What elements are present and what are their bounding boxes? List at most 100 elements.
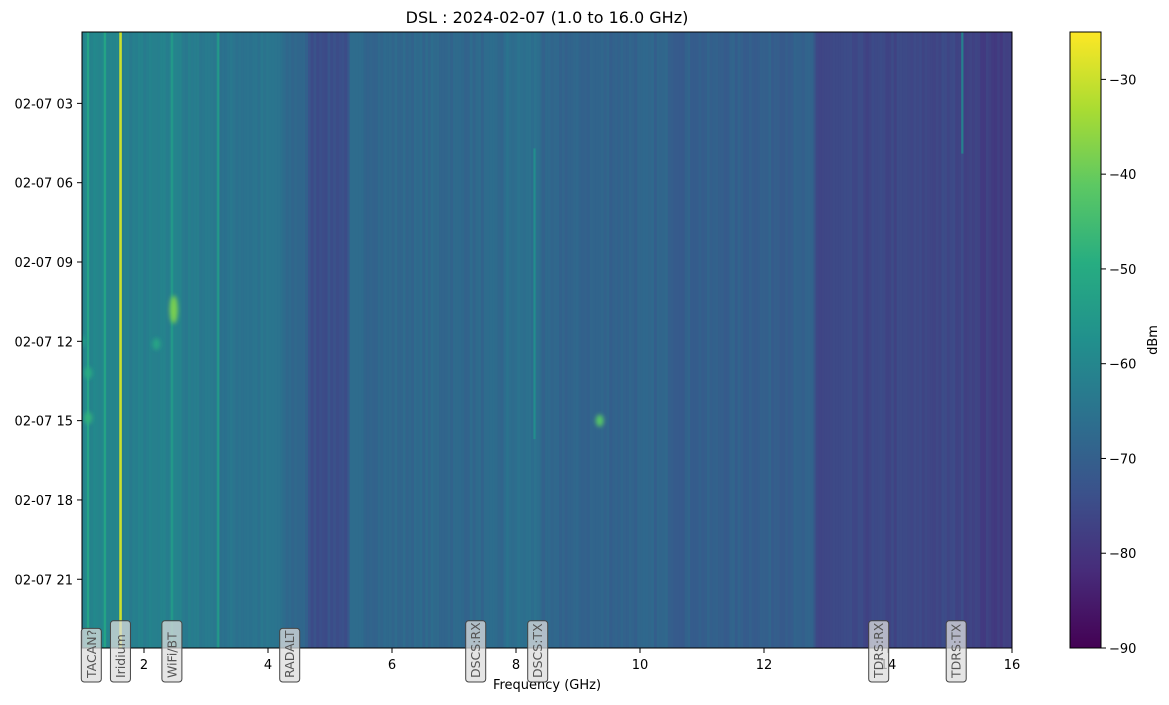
colorbar-tick-label: −70 — [1109, 452, 1136, 467]
texture-stripe — [966, 32, 970, 648]
x-tick-label: 10 — [632, 658, 649, 673]
texture-stripe — [821, 32, 825, 648]
texture-stripe — [285, 32, 289, 648]
texture-stripe — [659, 32, 663, 648]
texture-stripe — [704, 32, 707, 648]
texture-stripe — [985, 32, 989, 648]
colorbar-tick-label: −30 — [1109, 73, 1136, 88]
texture-stripe — [779, 32, 783, 648]
texture-stripe — [782, 32, 786, 648]
signal-hotspots — [82, 295, 604, 427]
texture-stripe — [960, 32, 964, 648]
texture-stripe — [653, 32, 657, 648]
band-label-text: Iridium — [113, 634, 128, 678]
texture-stripe — [810, 32, 813, 648]
texture-stripe — [335, 32, 339, 648]
texture-stripe — [598, 32, 601, 648]
texture-stripe — [123, 32, 127, 648]
x-axis-label: Frequency (GHz) — [493, 678, 601, 693]
texture-stripe — [241, 32, 244, 648]
texture-stripe — [132, 32, 136, 648]
texture-stripe — [567, 32, 571, 648]
texture-stripe — [626, 32, 629, 648]
texture-stripe — [916, 32, 920, 648]
texture-stripe — [101, 32, 105, 648]
texture-stripe — [182, 32, 186, 648]
signal-hotspot — [169, 295, 178, 324]
texture-stripe — [506, 32, 509, 648]
band-label-text: TDRS:TX — [949, 623, 964, 679]
texture-stripe — [935, 32, 939, 648]
texture-stripe — [963, 32, 967, 648]
texture-stripe — [994, 32, 998, 648]
texture-stripe — [891, 32, 894, 648]
colorbar-gradient — [1070, 32, 1101, 648]
band-label-box — [161, 620, 183, 683]
texture-stripe — [991, 32, 995, 648]
texture-stripe — [712, 32, 716, 648]
texture-stripe — [921, 32, 925, 648]
texture-stripe — [983, 32, 986, 648]
texture-stripe — [690, 32, 694, 648]
texture-stripe — [494, 32, 498, 648]
texture-stripe — [508, 32, 512, 648]
texture-stripe — [640, 32, 643, 648]
texture-stripe — [162, 32, 166, 648]
texture-stripe — [400, 32, 403, 648]
texture-stripe — [1002, 32, 1006, 648]
texture-stripe — [179, 32, 183, 648]
texture-stripe — [771, 32, 774, 648]
texture-stripe — [969, 32, 973, 648]
x-tick-label: 16 — [1004, 658, 1021, 673]
colorbar-ticks: −30 −40 −50 −60 −70 −80 −90 — [1101, 73, 1136, 657]
band-label-text: TDRS:RX — [871, 622, 886, 679]
texture-stripe — [759, 32, 763, 648]
texture-stripe — [327, 32, 331, 648]
texture-stripe — [623, 32, 627, 648]
texture-stripe — [542, 32, 546, 648]
texture-stripe — [254, 32, 258, 648]
signal-line — [961, 32, 964, 154]
band-label-box — [279, 627, 301, 683]
texture-stripe — [715, 32, 719, 648]
texture-stripe — [464, 32, 468, 648]
texture-stripe — [520, 32, 523, 648]
colorbar-tick-label: −80 — [1109, 547, 1136, 562]
texture-stripe — [347, 32, 350, 648]
texture-stripe — [879, 32, 883, 648]
band-label-text: DSCS:RX — [468, 622, 483, 678]
texture-stripe — [773, 32, 777, 648]
texture-stripe — [930, 32, 933, 648]
texture-stripe — [324, 32, 328, 648]
texture-stripe — [422, 32, 426, 648]
texture-stripe — [949, 32, 953, 648]
texture-stripe — [280, 32, 283, 648]
texture-stripe — [938, 32, 942, 648]
texture-stripe — [514, 32, 518, 648]
texture-stripe — [573, 32, 576, 648]
texture-stripe — [801, 32, 805, 648]
texture-stripe — [383, 32, 387, 648]
signal-hotspot — [84, 367, 93, 380]
texture-stripe — [511, 32, 515, 648]
texture-stripe — [748, 32, 752, 648]
texture-stripe — [455, 32, 459, 648]
texture-stripe — [637, 32, 641, 648]
texture-stripe — [478, 32, 481, 648]
band-label: Iridium — [109, 620, 131, 683]
texture-stripe — [291, 32, 295, 648]
texture-stripe — [902, 32, 906, 648]
texture-stripe — [815, 32, 819, 648]
texture-stripe — [467, 32, 470, 648]
texture-stripe — [243, 32, 247, 648]
texture-stripe — [268, 32, 272, 648]
texture-stripe — [776, 32, 780, 648]
plot-area — [82, 32, 1012, 648]
colorbar: −30 −40 −50 −60 −70 −80 −90 dBm — [1069, 31, 1161, 657]
signal-hotspot — [595, 414, 604, 427]
texture-stripe — [146, 32, 149, 648]
y-axis-ticks: 02-07 03 02-07 06 02-07 09 02-07 12 02-07 15… — [15, 97, 82, 588]
texture-stripe — [977, 32, 981, 648]
texture-stripe — [522, 32, 526, 648]
texture-stripe — [489, 32, 493, 648]
